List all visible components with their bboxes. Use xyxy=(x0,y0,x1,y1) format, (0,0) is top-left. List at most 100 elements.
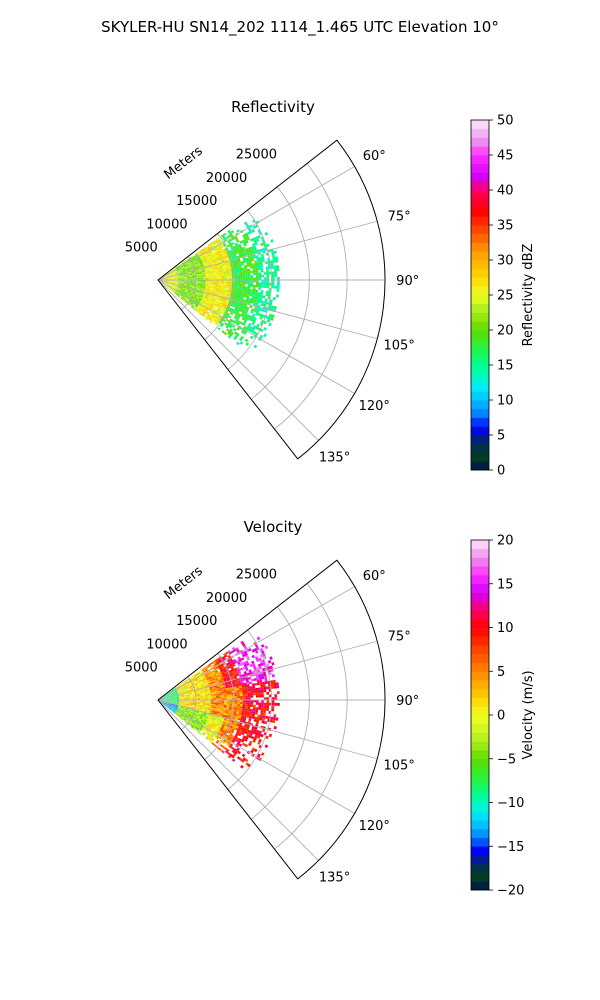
data-cell xyxy=(207,709,210,712)
data-cell xyxy=(167,284,171,286)
data-cell xyxy=(233,674,237,677)
data-cell xyxy=(210,706,214,709)
data-cell xyxy=(274,271,277,275)
data-cell xyxy=(162,703,165,705)
data-cell xyxy=(205,682,209,685)
data-cell xyxy=(245,223,249,228)
data-cell xyxy=(218,252,222,255)
data-cell xyxy=(204,270,208,272)
data-cell xyxy=(256,669,261,673)
data-cell xyxy=(209,320,213,324)
data-cell xyxy=(229,233,234,237)
data-cell xyxy=(223,657,227,661)
data-cell xyxy=(215,268,218,271)
data-cell xyxy=(185,300,188,303)
data-cell xyxy=(194,262,198,265)
data-cell xyxy=(171,278,174,280)
data-cell xyxy=(224,673,228,676)
data-cell xyxy=(184,686,188,689)
data-cell xyxy=(235,739,239,743)
data-cell xyxy=(250,310,254,314)
data-cell xyxy=(167,703,171,705)
data-cell xyxy=(216,694,219,696)
data-cell xyxy=(222,740,226,744)
data-cell xyxy=(265,266,269,270)
data-cell xyxy=(167,273,170,276)
data-cell xyxy=(197,300,201,303)
data-cell xyxy=(171,269,174,272)
data-cell xyxy=(215,251,219,255)
data-cell xyxy=(186,685,190,688)
data-cell xyxy=(201,313,205,316)
grid-spoke xyxy=(157,640,378,701)
data-cell xyxy=(227,239,231,243)
data-cell xyxy=(205,681,208,684)
data-cell xyxy=(242,728,247,732)
data-cell xyxy=(208,276,211,278)
colorbar-band xyxy=(471,295,489,305)
data-cell xyxy=(198,291,202,293)
data-cell xyxy=(198,259,202,262)
data-cell xyxy=(220,307,224,311)
data-cell xyxy=(256,257,260,261)
data-cell xyxy=(218,732,222,736)
colorbar-band xyxy=(471,120,489,130)
data-cell xyxy=(246,734,250,738)
data-cell xyxy=(275,717,279,721)
data-cell xyxy=(214,292,218,295)
data-cell xyxy=(200,694,203,696)
data-cell xyxy=(200,701,203,703)
data-cell xyxy=(179,289,183,291)
data-cell xyxy=(189,273,192,275)
data-cell xyxy=(187,702,190,704)
data-cell xyxy=(173,701,177,702)
data-cell xyxy=(210,702,214,705)
data-cell xyxy=(204,667,208,671)
data-cell xyxy=(207,681,211,684)
data-cell xyxy=(263,327,267,331)
data-cell xyxy=(177,293,181,296)
data-cell xyxy=(216,674,220,678)
data-cell xyxy=(200,251,204,255)
data-cell xyxy=(191,285,195,287)
data-cell xyxy=(192,275,195,277)
data-cell xyxy=(215,708,219,711)
data-cell xyxy=(255,289,259,293)
data-cell xyxy=(233,682,236,686)
data-cell xyxy=(227,682,231,685)
data-cell xyxy=(163,700,166,702)
data-cell xyxy=(178,292,181,295)
data-cell xyxy=(207,286,211,288)
data-cell xyxy=(242,666,246,670)
data-cell xyxy=(188,681,191,684)
data-cell xyxy=(210,285,214,287)
data-cell xyxy=(234,307,238,311)
data-cell xyxy=(201,289,205,292)
data-cell xyxy=(266,280,270,283)
data-cell xyxy=(178,692,181,694)
data-cell xyxy=(237,250,241,254)
data-cell xyxy=(197,705,200,708)
data-cell xyxy=(255,270,259,273)
data-cell xyxy=(199,287,203,289)
data-cell xyxy=(240,260,244,264)
data-cell xyxy=(195,724,199,727)
data-cell xyxy=(254,242,258,246)
data-cell xyxy=(270,683,274,687)
data-cell xyxy=(182,262,185,265)
data-cell xyxy=(188,271,192,274)
data-cell xyxy=(221,671,225,674)
data-cell xyxy=(235,295,239,298)
data-cell xyxy=(255,702,259,705)
data-cell xyxy=(200,301,203,304)
data-cell xyxy=(222,656,226,660)
data-cell xyxy=(205,301,209,304)
data-cell xyxy=(173,702,177,704)
data-cell xyxy=(222,674,226,677)
data-cell xyxy=(214,728,218,732)
colorbar-label: Reflectivity dBZ xyxy=(521,244,536,347)
data-cell xyxy=(200,295,203,298)
data-cell xyxy=(181,283,185,285)
data-cell xyxy=(186,298,190,301)
data-cell xyxy=(202,255,206,258)
